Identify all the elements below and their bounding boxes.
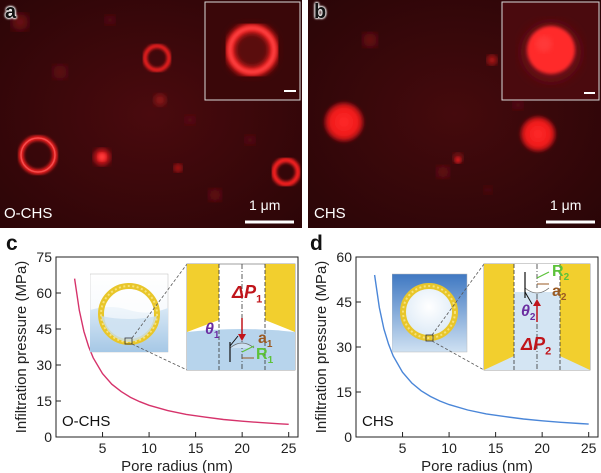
faint-particle xyxy=(154,94,166,106)
y-tick-label: 30 xyxy=(36,357,52,373)
micrograph-panel-a: a O-CHS 1 μm xyxy=(0,0,302,228)
small-particle xyxy=(174,164,182,172)
x-tick-label: 10 xyxy=(141,440,157,456)
y-tick-label: 15 xyxy=(36,393,52,409)
radius-r-label-c: R1 xyxy=(256,346,274,367)
faint-particle xyxy=(53,65,67,79)
schematic-c xyxy=(90,263,296,371)
scalebar-label-b: 1 μm xyxy=(550,197,582,213)
chart-panel-c: 0 15 30 45 60 75 5 10 15 20 25 Pore radius (nm) Infi… xyxy=(13,249,299,473)
pore-magnified-c xyxy=(186,263,296,371)
y-axis-label: Infiltration pressure (MPa) xyxy=(313,261,330,434)
angle-label-d: θ2 xyxy=(521,303,536,324)
y-tick-label: 30 xyxy=(336,339,352,355)
sample-label-c: O-CHS xyxy=(62,413,111,430)
pressure-label-c: ΔP1 xyxy=(232,282,263,306)
small-particle xyxy=(455,157,461,163)
y-tick-label: 60 xyxy=(336,249,352,265)
pressure-label-d: ΔP2 xyxy=(521,334,552,358)
faint-particle xyxy=(437,166,449,178)
filled-shell-in-water-d xyxy=(392,273,468,353)
pore-magnified-d xyxy=(483,263,591,371)
panel-letter-a: a xyxy=(5,1,17,23)
y-tick-label: 15 xyxy=(336,384,352,400)
chart-panel-d: 0 15 30 45 60 5 10 15 20 25 Pore radius (nm) Infilt… xyxy=(313,249,599,473)
sample-label-d: CHS xyxy=(362,413,394,430)
x-tick-label: 10 xyxy=(441,440,457,456)
faint-particle xyxy=(105,15,115,25)
panel-letter-b: b xyxy=(314,1,327,23)
faint-particle xyxy=(209,189,221,201)
x-axis-label: Pore radius (nm) xyxy=(421,458,533,473)
y-tick-label: 0 xyxy=(44,429,52,445)
faint-particle xyxy=(513,100,523,110)
y-tick-label: 75 xyxy=(36,249,52,265)
small-particle xyxy=(487,55,497,65)
x-tick-label: 20 xyxy=(534,440,550,456)
y-axis-label: Infiltration pressure (MPa) xyxy=(13,261,30,434)
micrograph-panel-b: b CHS 1 μm xyxy=(308,0,601,228)
x-tick-label: 25 xyxy=(281,440,297,456)
y-tick-label: 45 xyxy=(36,321,52,337)
radius-a-label-c: a1 xyxy=(258,330,273,351)
x-tick-label: 5 xyxy=(399,440,407,456)
y-tick-label: 0 xyxy=(344,429,352,445)
faint-particle xyxy=(245,135,255,145)
panel-letter-d: d xyxy=(310,232,323,255)
inset-image-b xyxy=(501,1,600,101)
sample-label-a: O-CHS xyxy=(4,205,53,222)
series-line xyxy=(373,274,589,425)
micrograph-b-drawing xyxy=(308,0,601,228)
x-axis-label: Pore radius (nm) xyxy=(121,458,233,473)
solid-sphere xyxy=(520,116,556,152)
x-tick-label: 15 xyxy=(488,440,504,456)
micrograph-a-drawing xyxy=(0,0,302,228)
schematic-d xyxy=(392,263,591,371)
panel-letter-c: c xyxy=(6,232,18,255)
radius-a-label-d: a2 xyxy=(552,283,567,304)
sample-label-b: CHS xyxy=(314,205,346,222)
x-tick-label: 15 xyxy=(188,440,204,456)
plot-frame xyxy=(55,256,299,438)
series-line xyxy=(73,278,289,425)
faint-particle xyxy=(185,115,195,125)
radius-r-label-d: R2 xyxy=(552,263,570,284)
inset-image-a xyxy=(204,1,301,101)
faint-particle xyxy=(12,14,28,30)
y-tick-label: 60 xyxy=(36,285,52,301)
x-tick-label: 20 xyxy=(234,440,250,456)
hollow-shell-in-water-c xyxy=(90,273,169,353)
scalebar-label-a: 1 μm xyxy=(249,197,281,213)
y-tick-label: 45 xyxy=(336,294,352,310)
hollow-sphere-ring xyxy=(271,157,301,187)
faint-particle xyxy=(363,33,377,47)
hollow-sphere-ring xyxy=(143,44,171,72)
solid-sphere xyxy=(324,102,364,142)
faint-particle xyxy=(484,186,492,194)
small-particle xyxy=(98,153,106,161)
angle-label-c: θ1 xyxy=(205,321,220,342)
x-tick-label: 5 xyxy=(99,440,107,456)
x-tick-label: 25 xyxy=(581,440,597,456)
